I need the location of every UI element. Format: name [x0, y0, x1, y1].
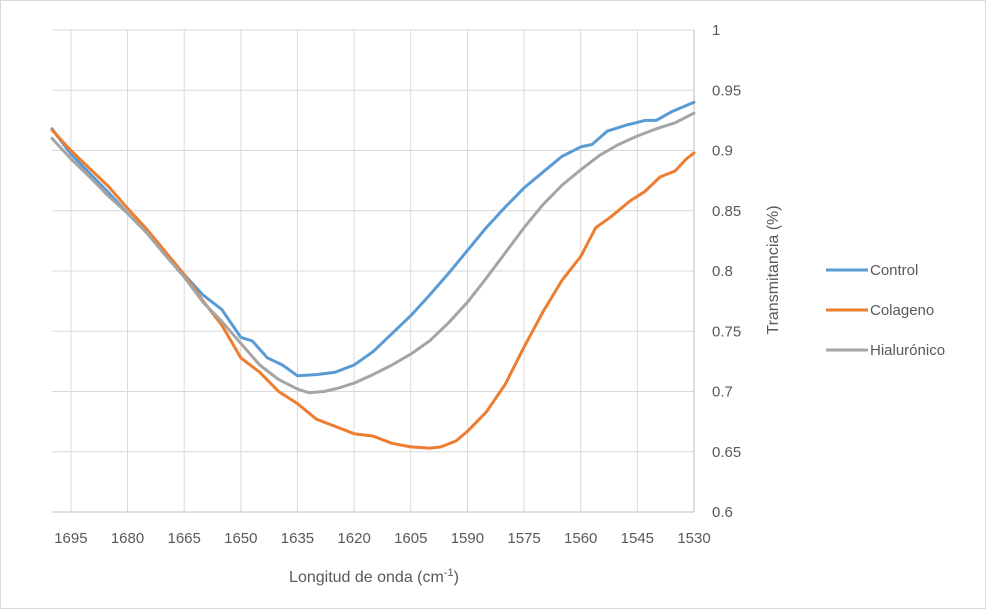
x-tick-label: 1665 — [167, 530, 200, 547]
axes — [52, 30, 695, 513]
y-tick-label: 0.95 — [712, 82, 741, 99]
x-tick-label: 1530 — [677, 530, 710, 547]
y-tick-labels: 0.6 0.65 0.7 0.75 0.8 0.85 0.9 0.95 1 — [712, 22, 741, 521]
legend-label-control: Control — [870, 262, 918, 279]
x-tick-label: 1560 — [564, 530, 597, 547]
x-tick-label: 1545 — [621, 530, 654, 547]
y-axis-label: Transmitancia (%) — [765, 205, 782, 334]
x-axis-label: Longitud de onda (cm-1) — [289, 567, 459, 586]
x-tick-label: 1650 — [224, 530, 257, 547]
y-tick-label: 0.6 — [712, 504, 733, 521]
gridlines — [52, 29, 695, 513]
series-line-hialuronico — [50, 111, 696, 395]
y-tick-label: 0.8 — [712, 263, 733, 280]
y-tick-label: 0.85 — [712, 203, 741, 220]
y-tick-label: 1 — [712, 22, 720, 39]
x-tick-label: 1590 — [451, 530, 484, 547]
plot-lines — [50, 100, 696, 450]
y-tick-label: 0.75 — [712, 323, 741, 340]
x-tick-label: 1680 — [111, 530, 144, 547]
x-tick-label: 1575 — [507, 530, 540, 547]
legend-label-colageno: Colageno — [870, 302, 934, 319]
series-line-colageno — [50, 128, 696, 450]
x-tick-label: 1635 — [281, 530, 314, 547]
legend: Control Colageno Hialurónico — [826, 262, 945, 359]
x-tick-label: 1605 — [394, 530, 427, 547]
x-tick-label: 1695 — [54, 530, 87, 547]
x-tick-label: 1620 — [337, 530, 370, 547]
legend-label-hialuronico: Hialurónico — [870, 342, 945, 359]
y-tick-label: 0.65 — [712, 444, 741, 461]
y-tick-label: 0.7 — [712, 384, 733, 401]
x-tick-labels: 1695 1680 1665 1650 1635 1620 1605 1590 1575 1560… — [54, 530, 710, 547]
y-tick-label: 0.9 — [712, 143, 733, 160]
